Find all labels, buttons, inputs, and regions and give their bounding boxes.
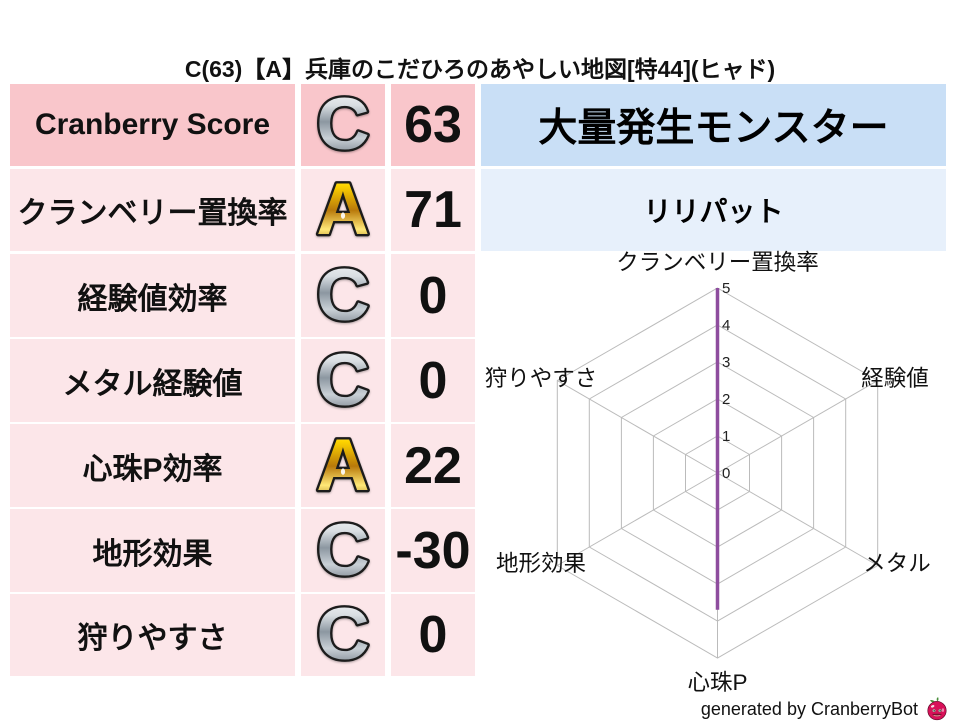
svg-text:4: 4 [722, 317, 730, 334]
svg-text:3: 3 [722, 354, 730, 371]
svg-text:5: 5 [722, 280, 730, 297]
svg-text:メタル: メタル [863, 551, 931, 576]
svg-text:1: 1 [722, 428, 730, 445]
svg-text:クランベリー置換率: クランベリー置換率 [616, 250, 819, 275]
svg-text:地形効果: 地形効果 [496, 551, 586, 576]
svg-text:心珠P: 心珠P [687, 670, 747, 695]
svg-text:経験値: 経験値 [861, 366, 929, 391]
svg-text:2: 2 [722, 391, 730, 408]
svg-text:狩りやすさ: 狩りやすさ [485, 366, 598, 391]
svg-text:0: 0 [722, 465, 730, 482]
